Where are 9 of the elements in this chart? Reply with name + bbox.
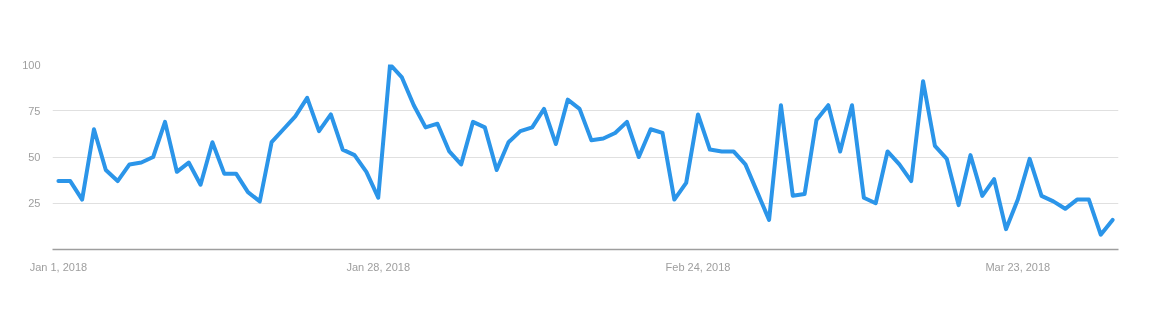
x-tick-label: Feb 24, 2018 (665, 260, 731, 273)
x-tick-label: Mar 23, 2018 (985, 260, 1051, 273)
y-tick-label: 75 (28, 104, 41, 117)
line-series (56, 64, 1115, 237)
y-tick-label: 50 (28, 151, 41, 163)
y-tick-label: 100 (22, 58, 41, 71)
y-tick-label: 25 (28, 197, 41, 210)
x-tick-label: Jan 1, 2018 (29, 260, 88, 273)
x-tick-label: Jan 28, 2018 (346, 260, 411, 273)
